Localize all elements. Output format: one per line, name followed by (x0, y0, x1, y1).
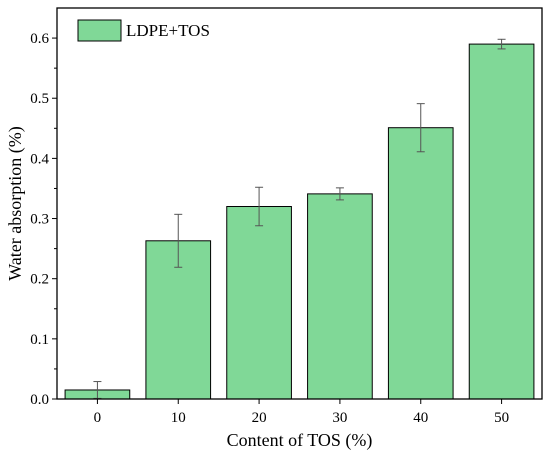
legend-label: LDPE+TOS (126, 21, 210, 40)
bar-group (64, 43, 535, 400)
y-tick-label: 0.2 (30, 272, 49, 288)
x-tick-label: 20 (252, 410, 267, 426)
bar-40 (387, 127, 454, 400)
y-tick-label: 0.5 (30, 91, 49, 107)
bar-30 (307, 193, 373, 400)
bar-20 (226, 206, 292, 400)
bar-10 (145, 240, 212, 400)
x-axis-title: Content of TOS (%) (227, 430, 373, 451)
y-tick-label: 0.4 (30, 151, 49, 167)
error-bar-40 (416, 103, 425, 153)
error-bar-30 (335, 187, 344, 201)
y-tick-label: 0.0 (30, 392, 49, 408)
legend-swatch (77, 19, 122, 42)
error-bar-50 (497, 38, 506, 50)
error-bar-10 (174, 213, 183, 268)
y-tick-label: 0.3 (30, 212, 49, 228)
x-axis-ticks: 0 10 20 30 40 50 (94, 399, 509, 426)
x-tick-label: 40 (413, 410, 428, 426)
y-axis-title: Water absorption (%) (5, 126, 26, 281)
error-bar-group (93, 38, 506, 399)
y-axis-ticks: 0.0 0.1 0.2 0.3 0.4 0.5 0.6 (30, 31, 57, 408)
bar-50 (468, 43, 535, 400)
error-bar-20 (255, 186, 264, 227)
plot-frame (56, 7, 543, 400)
y-tick-label: 0.1 (30, 332, 49, 348)
x-tick-label: 10 (171, 410, 186, 426)
x-tick-label: 30 (332, 410, 347, 426)
x-tick-label: 0 (94, 410, 102, 426)
y-tick-label: 0.6 (30, 31, 49, 47)
x-tick-label: 50 (494, 410, 509, 426)
legend: LDPE+TOS (77, 19, 210, 42)
